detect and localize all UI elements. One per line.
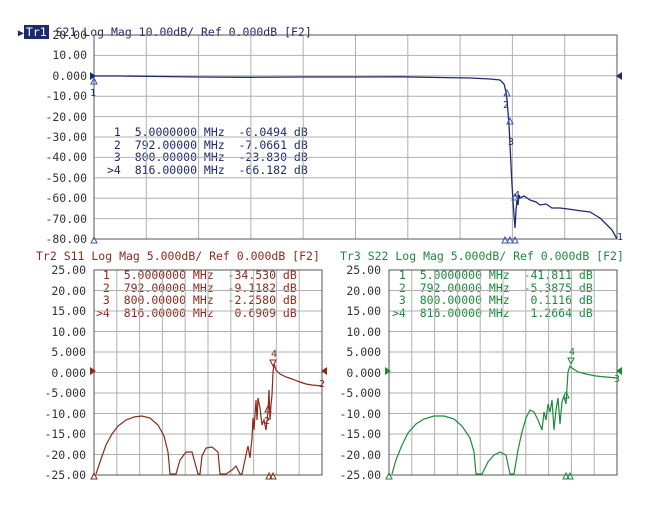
y-tick-label: -15.00	[44, 427, 86, 441]
trace1-marker-1-label: 1	[90, 88, 96, 99]
trace1-s21-line	[94, 75, 618, 240]
trace3-s22-line	[391, 364, 618, 475]
y-tick-label: -25.00	[339, 468, 381, 482]
trace1-markers	[90, 76, 519, 244]
y-tick-label: -20.00	[339, 447, 381, 462]
marker-row: 1 5.0000000 MHz -34.530 dB	[96, 268, 297, 282]
y-tick-label: 10.00	[346, 324, 381, 339]
trace1-plot-frame	[93, 34, 618, 240]
y-tick-label: 0.000	[346, 365, 381, 380]
y-tick-label: -60.00	[45, 191, 87, 206]
trace2-marker-4-label: 4	[271, 349, 277, 360]
y-tick-label: 0.000	[52, 68, 87, 83]
y-tick-label: -20.00	[44, 447, 86, 462]
y-tick-label: 15.00	[346, 304, 381, 318]
trace1-grid	[94, 35, 617, 239]
trace2-s11-line	[95, 363, 323, 475]
y-tick-label: -10.00	[45, 89, 87, 104]
trace1-ref-left-arrow	[90, 72, 96, 80]
trace2-ref-right-arrow	[321, 367, 327, 375]
trace3-marker-numbers: 4 3	[569, 347, 620, 385]
trace3-plot-frame	[388, 269, 618, 476]
y-tick-label: -50.00	[45, 170, 87, 185]
marker-row: >4 816.00000 MHz 1.2664 dB	[392, 305, 593, 320]
marker-row: 3 800.00000 MHz 0.1116 dB	[392, 293, 593, 307]
trace3-grid	[389, 270, 617, 475]
y-tick-label: -25.00	[44, 468, 86, 482]
y-tick-label: -5.000	[44, 386, 86, 400]
y-tick-label: -5.000	[339, 386, 381, 400]
trace1-marker-4-label: 4	[514, 190, 520, 201]
trace1-marker-2-label: 2	[503, 100, 509, 111]
y-tick-label: 25.00	[51, 263, 86, 277]
trace1-marker-end-label: 1	[617, 232, 623, 243]
y-tick-label: 5.000	[51, 345, 86, 359]
y-tick-label: -15.00	[339, 427, 381, 441]
trace-selector-arrow-icon[interactable]: ▶	[17, 28, 24, 39]
y-tick-label: 25.00	[346, 263, 381, 277]
trace3-ref-left-arrow	[385, 367, 391, 375]
trace1-marker-3-label: 3	[508, 137, 514, 148]
y-tick-label: 10.00	[52, 48, 87, 63]
trace2-ref-left-arrow	[90, 367, 96, 375]
y-tick-label: -10.00	[44, 406, 86, 421]
y-tick-label: 5.000	[346, 345, 381, 359]
y-tick-label: -80.00	[45, 232, 87, 246]
y-tick-label: -30.00	[45, 130, 87, 144]
y-tick-label: 20.00	[51, 283, 86, 298]
y-tick-label: -40.00	[45, 150, 87, 165]
trace3-markers	[385, 357, 575, 480]
trace2-markers	[90, 359, 277, 480]
y-tick-label: 20.00	[52, 28, 87, 42]
y-tick-label: -70.00	[45, 211, 87, 226]
y-tick-label: 0.000	[51, 365, 86, 380]
trace3-ref-right-arrow	[616, 367, 622, 375]
trace1-marker-numbers: 1 2 3 4 1	[90, 88, 623, 243]
trace3-marker-4-label: 4	[569, 347, 575, 358]
y-tick-label: 15.00	[51, 304, 86, 318]
y-tick-label: 20.00	[346, 283, 381, 298]
marker-row: 1 5.0000000 MHz -41.811 dB	[392, 268, 593, 282]
marker-row: 1 5.0000000 MHz -0.0494 dB	[107, 125, 308, 139]
trace1-badge[interactable]: Tr1	[23, 25, 49, 39]
trace2-marker-end-label: 2	[319, 379, 325, 390]
y-tick-label: 10.00	[51, 324, 86, 339]
y-tick-label: -20.00	[45, 109, 87, 124]
trace3-marker-end-label: 3	[614, 374, 620, 385]
trace2-plot-frame	[93, 269, 323, 476]
trace3-header[interactable]: Tr3 S22 Log Mag 5.000dB/ Ref 0.000dB [F2…	[340, 249, 624, 263]
trace2-marker-2-label: 2	[264, 416, 270, 427]
trace1-ref-right-arrow	[616, 72, 622, 80]
trace2-marker-numbers: 4 2 2	[264, 349, 325, 427]
y-tick-label: -10.00	[339, 406, 381, 421]
trace2-grid	[94, 270, 322, 475]
trace2-header[interactable]: Tr2 S11 Log Mag 5.000dB/ Ref 0.000dB [F2…	[36, 249, 320, 263]
